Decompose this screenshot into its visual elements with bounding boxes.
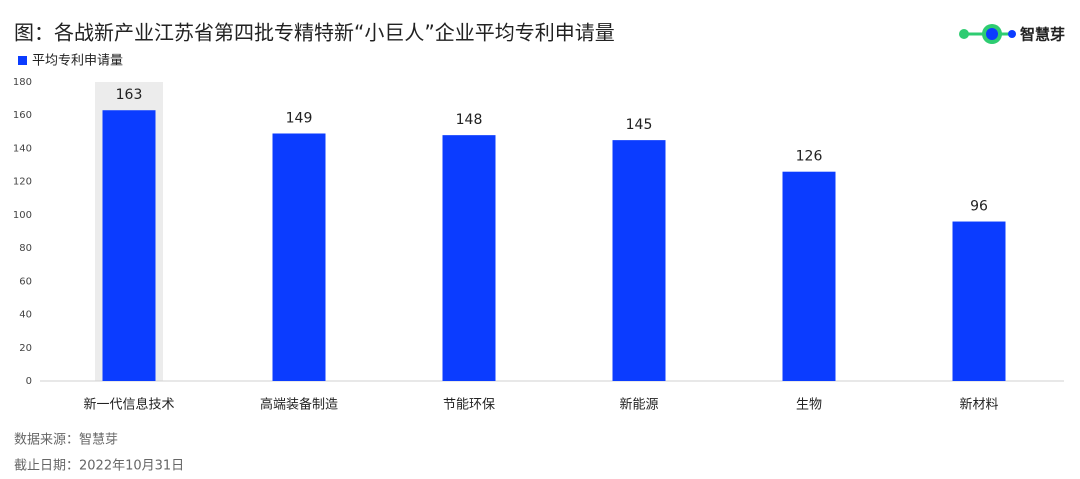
x-tick-label: 高端装备制造 [260,397,338,413]
x-tick-label: 节能环保 [443,398,495,413]
value-label: 126 [796,149,823,165]
value-label: 163 [116,87,143,103]
source-note: 数据来源：智慧芽 [14,432,118,448]
bar [952,221,1006,381]
y-tick-label: 40 [19,310,32,321]
y-tick-label: 0 [26,376,32,387]
logo-text: 智慧芽 [1020,26,1065,44]
value-label: 148 [456,112,483,128]
bar [272,133,326,381]
y-tick-label: 100 [13,210,32,221]
y-tick-label: 60 [19,276,32,287]
y-tick-label: 80 [19,243,32,254]
x-tick-label: 新材料 [959,397,998,413]
chart-title: 图：各战新产业江苏省第四批专精特新“小巨人”企业平均专利申请量 [14,21,615,45]
legend-swatch [18,56,27,65]
logo-dot [1008,30,1016,38]
y-tick-label: 20 [19,343,32,354]
bar [612,140,666,381]
y-tick-label: 120 [13,177,32,188]
bar [782,171,836,381]
value-label: 145 [626,117,653,133]
x-tick-label: 新能源 [619,397,658,413]
y-tick-label: 160 [13,110,32,121]
y-tick-label: 140 [13,143,32,154]
x-tick-label: 新一代信息技术 [83,397,174,413]
value-label: 96 [970,199,988,215]
logo-dot [959,29,969,39]
logo: 智慧芽 [959,24,1065,44]
bar [442,135,496,381]
bar [102,110,156,381]
date-note: 截止日期：2022年10月31日 [14,459,184,474]
value-label: 149 [286,110,313,126]
legend-label: 平均专利申请量 [32,54,123,69]
logo-core [986,28,998,40]
y-tick-label: 180 [13,77,32,88]
x-tick-label: 生物 [796,398,822,413]
